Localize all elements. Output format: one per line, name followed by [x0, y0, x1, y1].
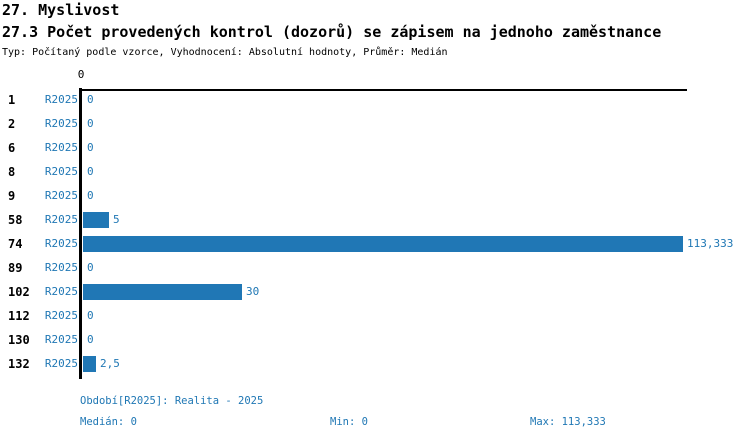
- bar-value-label: 0: [87, 165, 94, 178]
- row-category-label: 89: [8, 261, 23, 275]
- chart-subtitle: Typ: Počítaný podle vzorce, Vyhodnocení:…: [2, 47, 448, 58]
- chart-row: 8 R2025 0: [0, 160, 750, 184]
- bar-value-label: 5: [113, 213, 120, 226]
- row-series-label: R2025: [44, 93, 78, 106]
- chart-row: 58 R2025 5: [0, 208, 750, 232]
- bar-value-label: 0: [87, 333, 94, 346]
- row-series-label: R2025: [44, 309, 78, 322]
- row-category-label: 1: [8, 93, 16, 107]
- bar-value-label: 2,5: [100, 357, 120, 370]
- bar-value-label: 113,333: [687, 237, 734, 250]
- chapter-title: 27. Myslivost: [2, 1, 120, 19]
- row-series-label: R2025: [44, 117, 78, 130]
- chart-row: 112 R2025 0: [0, 304, 750, 328]
- value-bar: [83, 356, 96, 372]
- chart-row: 74 R2025 113,333: [0, 232, 750, 256]
- row-category-label: 132: [8, 357, 30, 371]
- row-series-label: R2025: [44, 189, 78, 202]
- row-category-label: 112: [8, 309, 30, 323]
- x-axis-line: [79, 89, 687, 91]
- chart-row: 9 R2025 0: [0, 184, 750, 208]
- bar-value-label: 0: [87, 141, 94, 154]
- bar-value-label: 0: [87, 93, 94, 106]
- x-axis-zero-tick-label: 0: [77, 68, 85, 81]
- row-series-label: R2025: [44, 285, 78, 298]
- period-legend: Období[R2025]: Realita - 2025: [80, 395, 264, 407]
- value-bar: [83, 236, 683, 252]
- bar-value-label: 0: [87, 261, 94, 274]
- row-category-label: 9: [8, 189, 16, 203]
- indicator-title: 27.3 Počet provedených kontrol (dozorů) …: [2, 23, 662, 41]
- row-series-label: R2025: [44, 333, 78, 346]
- row-category-label: 102: [8, 285, 30, 299]
- bar-value-label: 0: [87, 309, 94, 322]
- row-category-label: 8: [8, 165, 16, 179]
- row-series-label: R2025: [44, 261, 78, 274]
- value-bar: [83, 284, 242, 300]
- row-category-label: 2: [8, 117, 16, 131]
- bar-value-label: 30: [246, 285, 260, 298]
- bar-value-label: 0: [87, 117, 94, 130]
- min-stat: Min: 0: [330, 416, 368, 428]
- max-stat: Max: 113,333: [530, 416, 606, 428]
- row-series-label: R2025: [44, 213, 78, 226]
- row-category-label: 6: [8, 141, 16, 155]
- row-series-label: R2025: [44, 357, 78, 370]
- chart-row: 1 R2025 0: [0, 88, 750, 112]
- row-series-label: R2025: [44, 237, 78, 250]
- chart-row: 2 R2025 0: [0, 112, 750, 136]
- row-category-label: 130: [8, 333, 30, 347]
- row-series-label: R2025: [44, 141, 78, 154]
- row-category-label: 58: [8, 213, 23, 227]
- bar-value-label: 0: [87, 189, 94, 202]
- y-axis-line: [79, 88, 82, 379]
- row-category-label: 74: [8, 237, 23, 251]
- chart-row: 6 R2025 0: [0, 136, 750, 160]
- value-bar: [83, 212, 109, 228]
- chart-row: 132 R2025 2,5: [0, 352, 750, 376]
- chart-row: 130 R2025 0: [0, 328, 750, 352]
- chart-row: 102 R2025 30: [0, 280, 750, 304]
- chart-row: 89 R2025 0: [0, 256, 750, 280]
- row-series-label: R2025: [44, 165, 78, 178]
- median-stat: Medián: 0: [80, 416, 137, 428]
